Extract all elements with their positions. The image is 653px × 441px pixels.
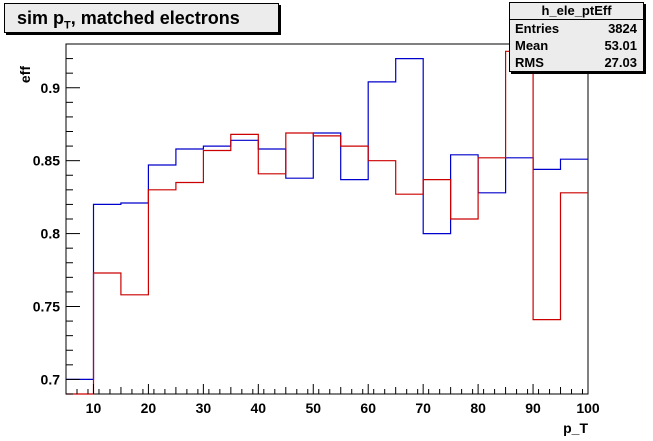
series-1-line bbox=[66, 58, 588, 380]
y-tick-label: 0.7 bbox=[41, 371, 61, 387]
y-tick-label: 0.75 bbox=[33, 299, 60, 315]
series-2-line bbox=[66, 50, 588, 395]
x-tick-label: 80 bbox=[470, 400, 486, 416]
x-tick-label: 70 bbox=[415, 400, 431, 416]
ticks-layer: 10 20 30 40 50 60 70 80 90 100 0.7 0.75 0.8 0.85 0.9 bbox=[33, 43, 600, 416]
series-layer bbox=[66, 50, 588, 395]
x-tick-label: 20 bbox=[141, 400, 157, 416]
stats-value: 3824 bbox=[608, 21, 637, 36]
y-tick-label: 0.8 bbox=[41, 226, 61, 242]
title-subscript: T bbox=[64, 19, 71, 32]
x-tick-label: 10 bbox=[86, 400, 102, 416]
x-tick-label: 60 bbox=[360, 400, 376, 416]
stats-box: h_ele_ptEff Entries 3824 Mean 53.01 RMS … bbox=[509, 2, 644, 72]
stats-row-rms: RMS 27.03 bbox=[510, 54, 643, 71]
y-tick-label: 0.85 bbox=[33, 153, 60, 169]
x-tick-label: 90 bbox=[525, 400, 541, 416]
stats-value: 53.01 bbox=[604, 38, 637, 53]
x-tick-label: 100 bbox=[576, 400, 600, 416]
title-suffix: , matched electrons bbox=[70, 8, 240, 28]
x-tick-label: 40 bbox=[251, 400, 267, 416]
stats-row-entries: Entries 3824 bbox=[510, 20, 643, 37]
stats-value: 27.03 bbox=[604, 55, 637, 70]
plot-title: sim pT, matched electrons bbox=[4, 3, 279, 33]
stats-name: h_ele_ptEff bbox=[510, 3, 643, 20]
x-tick-label: 30 bbox=[196, 400, 212, 416]
x-tick-label: 50 bbox=[305, 400, 321, 416]
stats-label: Entries bbox=[515, 21, 560, 36]
plot-frame bbox=[65, 43, 589, 395]
stats-label: RMS bbox=[515, 55, 544, 70]
y-axis-label: eff bbox=[17, 66, 33, 83]
stats-row-mean: Mean 53.01 bbox=[510, 37, 643, 54]
title-prefix: sim p bbox=[17, 8, 65, 28]
x-axis-label: p_T bbox=[563, 420, 588, 436]
y-tick-label: 0.9 bbox=[41, 80, 61, 96]
stats-label: Mean bbox=[515, 38, 549, 53]
